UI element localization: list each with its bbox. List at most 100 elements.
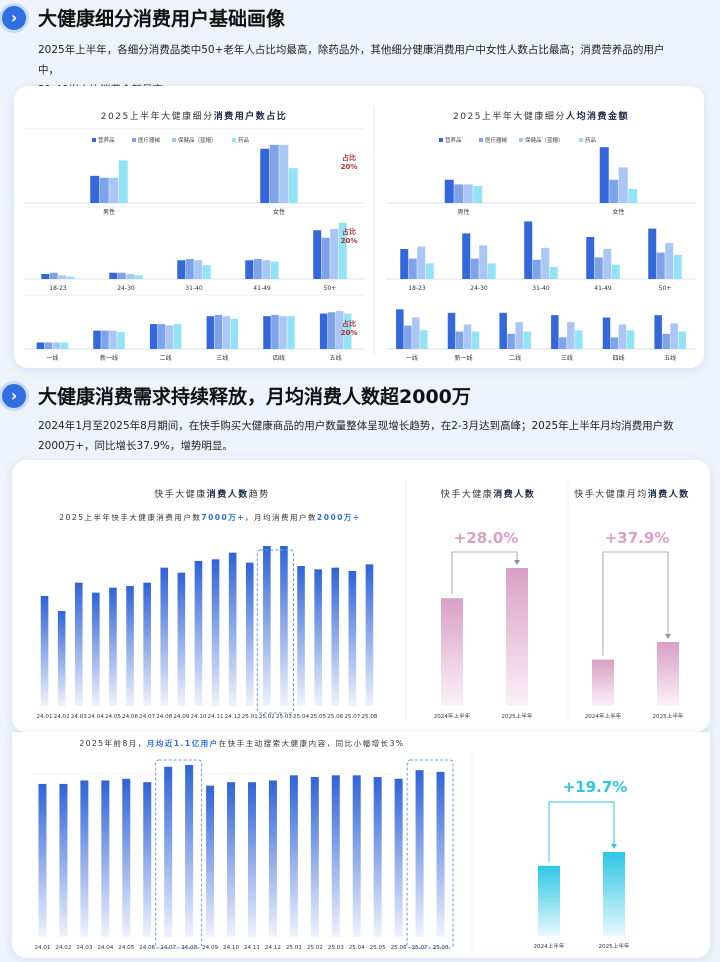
bar <box>463 184 473 203</box>
bar <box>665 243 674 279</box>
bar <box>599 147 609 203</box>
tick-label: 25.07 <box>344 714 360 720</box>
bar <box>648 228 657 279</box>
bar <box>49 272 58 279</box>
bar <box>58 275 67 279</box>
tick-label: 二线 <box>160 354 172 362</box>
bar <box>310 777 319 937</box>
section2-desc-line1: 2024年1月至2025年8月期间，在快手购买大健康商品的用户数量整体呈现增长趋… <box>38 420 674 432</box>
chart-title: 2025上半年大健康细分消费用户数占比 <box>101 110 287 122</box>
bar <box>288 168 298 203</box>
bar <box>247 782 256 937</box>
bar <box>524 221 533 279</box>
section1-card: 2025上半年大健康细分消费用户数占比 营养品 医疗器械 保健品（蓝帽） 药品 男性 女性占… <box>14 86 704 368</box>
chevron-right-icon: › <box>2 6 26 30</box>
tick-label: 24.03 <box>71 714 87 720</box>
bar <box>314 569 322 706</box>
tick-label: 2024年上半年 <box>585 712 622 720</box>
bar <box>279 144 289 203</box>
tick-label: 五线 <box>330 354 342 362</box>
chart-title: 2025上半年大健康细分人均消费金额 <box>453 110 629 122</box>
bar <box>626 330 635 349</box>
bar <box>164 766 173 937</box>
bar <box>549 267 558 279</box>
bar <box>109 587 117 706</box>
tick-label: 24.11 <box>244 945 260 951</box>
bar <box>331 567 340 706</box>
bar <box>194 561 203 706</box>
search-trend-svg: 2025年前8月，月均近1.1亿用户在快手主动搜索大健康内容，同比小幅增长3% 2… <box>32 738 630 952</box>
bar <box>656 252 665 279</box>
bar <box>532 259 541 279</box>
tick-label: 24.04 <box>88 714 104 720</box>
bar <box>415 770 424 937</box>
tick-label: 24.09 <box>202 945 218 951</box>
tick-label: 女性 <box>273 208 285 216</box>
legend-label: 医疗器械 <box>138 136 161 144</box>
bar <box>400 249 409 279</box>
growth-label: +28.0% <box>454 529 519 547</box>
tick-label: 一线 <box>46 354 58 362</box>
tick-label: 一线 <box>406 354 418 362</box>
bar <box>36 342 45 349</box>
bar <box>117 272 126 279</box>
annotation-value: 20% <box>341 237 358 245</box>
bar <box>57 611 66 706</box>
tick-label: 24-30 <box>470 285 488 292</box>
bar <box>268 780 277 937</box>
tick-label: 25.05 <box>310 714 326 720</box>
legend-swatch <box>519 138 523 142</box>
bar <box>263 316 271 349</box>
bar <box>373 777 382 937</box>
section2-desc-line2: 2000万+，同比增长37.9%，增势明显。 <box>38 440 233 452</box>
tick-label: 24.06 <box>122 714 138 720</box>
bar <box>412 317 420 349</box>
tick-label: 2025上半年 <box>501 712 532 720</box>
tick-label: 2025上半年 <box>652 712 683 720</box>
bar <box>228 552 237 706</box>
tick-label: 24.05 <box>118 945 134 951</box>
bar <box>230 318 239 349</box>
arrow-head <box>514 560 520 565</box>
bar <box>586 237 595 279</box>
bar <box>609 179 619 203</box>
chart-title: 2025上半年快手大健康消费用户数7000万+，月均消费用户数2000万+ <box>59 512 360 522</box>
tick-label: 2024上半年 <box>533 942 564 950</box>
growth-label: +19.7% <box>563 778 628 796</box>
chart-title: 快手大健康消费人数趋势 <box>154 488 270 500</box>
tick-label: 24.03 <box>76 945 92 951</box>
bar <box>109 272 118 279</box>
bar <box>420 330 428 349</box>
annotation-label: 占比 <box>342 319 356 328</box>
bar <box>487 263 496 279</box>
legend-label: 保健品（蓝帽） <box>525 136 564 144</box>
bar <box>279 316 287 349</box>
bar <box>618 167 628 203</box>
tick-label: 24.11 <box>208 714 224 720</box>
bar <box>538 865 560 936</box>
bar <box>618 324 627 349</box>
section1-desc-line1: 2025年上半年，各细分消费品类中50+老年人占比均最高，除药品外，其他细分健康… <box>38 44 665 76</box>
bar <box>455 331 464 349</box>
bar <box>425 263 434 279</box>
highlight-box <box>155 759 203 949</box>
legend-swatch <box>579 138 583 142</box>
bar <box>101 330 109 349</box>
bar <box>447 312 456 349</box>
chart-title: 快手大健康消费人数 <box>441 488 536 500</box>
bar <box>92 592 100 706</box>
bar <box>185 765 194 937</box>
growth-connector <box>451 551 518 595</box>
chevron-right-icon: › <box>2 384 26 408</box>
bar <box>206 785 215 937</box>
bar <box>214 314 223 349</box>
bar <box>678 331 686 349</box>
tick-label: 24.12 <box>265 945 281 951</box>
bar <box>515 322 523 349</box>
tick-label: 24.01 <box>37 714 53 720</box>
bar <box>327 312 336 349</box>
bar <box>289 775 298 937</box>
bar <box>602 317 611 349</box>
legend-label: 保健品（蓝帽） <box>178 136 217 144</box>
bar <box>38 783 47 937</box>
